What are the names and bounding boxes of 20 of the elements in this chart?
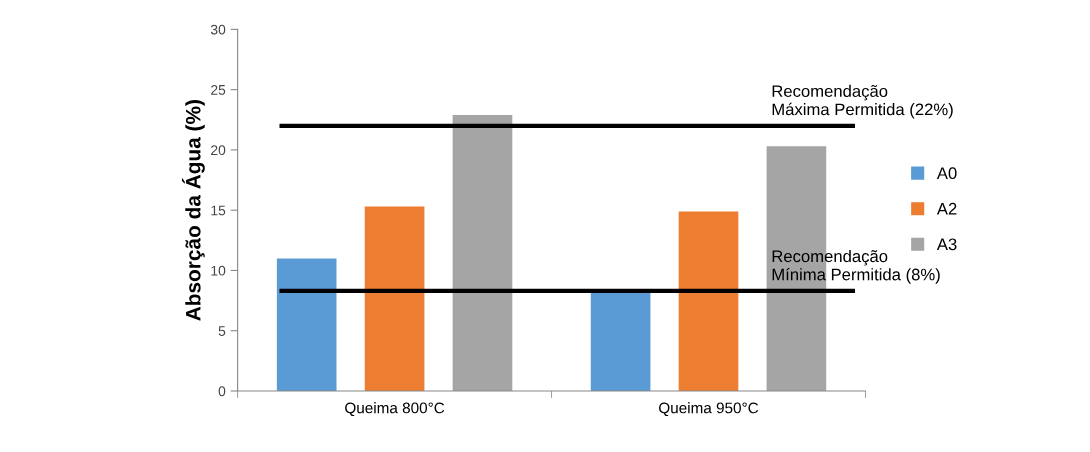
y-tick-label: 15 (211, 205, 226, 216)
y-tick-label: 5 (218, 326, 226, 336)
bar (590, 290, 651, 391)
legend-label: A2 (936, 202, 957, 215)
y-tick-label: 20 (211, 145, 226, 156)
bar (452, 114, 513, 391)
legend-label: A3 (936, 238, 957, 251)
y-tick-label: 30 (210, 24, 226, 35)
y-tick-label: 25 (211, 84, 226, 95)
y-tick-label: 0 (218, 386, 226, 397)
bar (276, 258, 337, 391)
y-tick-label: 10 (211, 265, 226, 276)
x-tick-label: Queima 800°C (345, 402, 445, 417)
ref-line-label: Recomendação Máxima Permitida (22%) (772, 84, 953, 119)
y-axis-title: Absorção da Água (%) (181, 100, 205, 321)
legend-label: A0 (936, 167, 957, 180)
ref-line-label: Recomendação Mínima Permitida (8%) (772, 249, 940, 284)
x-tick-label: Queima 950°C (659, 402, 759, 417)
bar (364, 206, 425, 391)
bar (678, 211, 739, 391)
